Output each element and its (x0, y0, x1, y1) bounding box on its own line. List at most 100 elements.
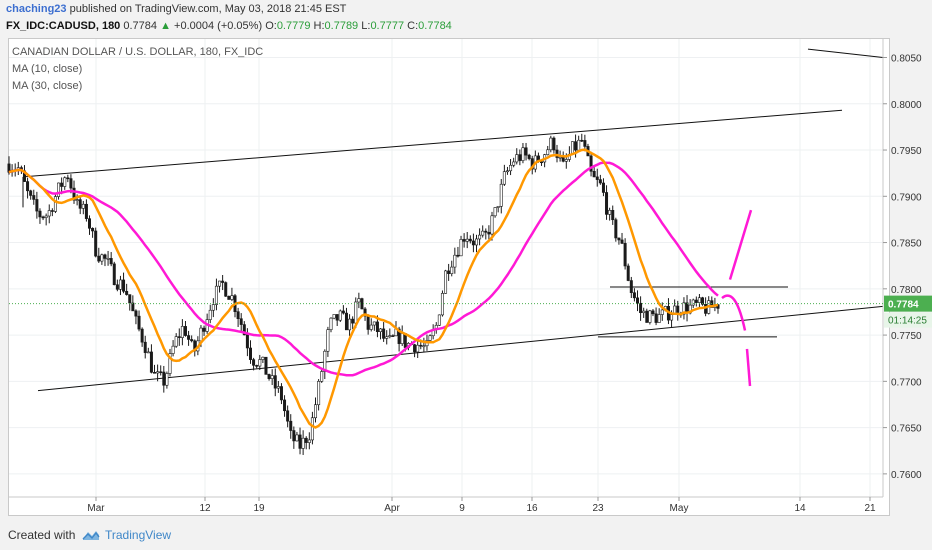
y-tick-label: 0.7750 (891, 331, 922, 342)
high-label: H: (313, 20, 325, 32)
y-tick-label: 0.8050 (891, 54, 922, 65)
candle-body (691, 299, 695, 306)
candle-body (608, 209, 612, 215)
candle-body (230, 295, 234, 300)
candle-body (651, 310, 655, 315)
y-tick-label: 0.7800 (891, 285, 922, 296)
candle-body (128, 294, 132, 304)
candle-body (657, 314, 661, 323)
tradingview-logo-icon (82, 531, 100, 540)
candle-body (218, 280, 222, 287)
candle-body (100, 254, 104, 262)
candle-body (307, 439, 311, 443)
footer: Created with TradingView (8, 522, 890, 548)
candle-body (639, 302, 643, 314)
candle-body (487, 231, 491, 235)
candle-body (162, 371, 166, 386)
pullback-scenario-curve (721, 294, 747, 331)
candle-body (552, 137, 556, 151)
moving-averages (8, 148, 719, 429)
price-chart[interactable]: 0.80500.80000.79500.79000.78500.78000.77… (0, 0, 932, 520)
candle-body (245, 334, 249, 349)
candle-body (515, 154, 519, 163)
candle-body (97, 255, 101, 262)
candle-body (314, 404, 318, 419)
candle-body (660, 309, 664, 315)
candle-body (518, 154, 522, 161)
x-tick-label: 23 (592, 503, 604, 514)
candle-body (32, 195, 36, 200)
candle-body (258, 359, 262, 367)
candle-body (496, 205, 500, 208)
candle-body (159, 371, 163, 374)
candle-body (580, 139, 584, 142)
tradingview-link[interactable]: TradingView (105, 528, 172, 542)
candle-body (416, 344, 420, 353)
time-axis: Mar 12 19 Apr 9 16 23 May 14 21 (9, 496, 883, 514)
candle-body (202, 327, 206, 332)
candle-body (598, 179, 602, 184)
candle-body (440, 293, 444, 316)
candle-body (583, 140, 587, 147)
candle-body (509, 164, 513, 172)
candle-body (456, 254, 460, 257)
candle-body (468, 238, 472, 242)
candle-body (50, 210, 54, 212)
candle-body (481, 230, 485, 236)
symbol-label: FX_IDC:CADUSD, 180 (6, 20, 121, 32)
candle-body (261, 356, 265, 360)
x-tick-label: 12 (199, 503, 211, 514)
candle-body (499, 183, 503, 207)
last-price-label-bg (884, 295, 932, 312)
candle-body (115, 284, 119, 290)
candle-body (270, 375, 274, 379)
candle-body (103, 254, 107, 259)
author-link[interactable]: chaching23 (6, 3, 67, 15)
ma30-legend[interactable]: MA (30, close) (12, 80, 83, 92)
candle-body (570, 141, 574, 155)
candle-body (125, 290, 129, 295)
candle-body (143, 341, 147, 353)
candle-body (617, 237, 621, 241)
candle-body (146, 351, 150, 354)
candle-body (190, 339, 194, 342)
candle-body (341, 310, 345, 314)
candle-body (57, 182, 61, 197)
candle-body (298, 434, 302, 449)
ma10-legend[interactable]: MA (10, close) (12, 63, 83, 75)
candle-body (521, 147, 525, 161)
candle-body (112, 263, 116, 286)
candle-body (332, 314, 336, 319)
candle-body (697, 297, 701, 303)
candle-body (301, 437, 305, 449)
candle-body (388, 335, 392, 338)
symbol-info: FX_IDC:CADUSD, 180 0.7784 ▲ +0.0004 (+0.… (6, 20, 452, 32)
candle-body (286, 410, 290, 422)
candle-body (149, 351, 153, 373)
candle-body (7, 163, 11, 173)
candle-body (629, 280, 633, 294)
grid-lines (9, 39, 883, 497)
candle-body (620, 239, 624, 244)
candle-body (413, 344, 417, 353)
candle-body (462, 239, 466, 242)
candle-body (611, 209, 615, 221)
candle-body (648, 310, 652, 323)
candle-body (505, 170, 509, 173)
candle-body (304, 437, 308, 443)
candle-body (227, 295, 231, 300)
candle-body (626, 265, 630, 281)
candle-body (53, 196, 57, 212)
candle-body (252, 359, 256, 366)
candle-body (29, 190, 33, 196)
candle-body (512, 161, 516, 166)
candle-body (87, 218, 91, 229)
chart-title: CANADIAN DOLLAR / U.S. DOLLAR, 180, FX_I… (12, 46, 264, 58)
candle-body (484, 230, 488, 233)
x-tick-label: 19 (253, 503, 265, 514)
candle-body (41, 216, 45, 219)
candle-body (444, 270, 448, 294)
candle-body (372, 321, 376, 326)
price-markers: 0.7784 01:14:25 (9, 295, 932, 328)
candle-body (279, 386, 283, 401)
